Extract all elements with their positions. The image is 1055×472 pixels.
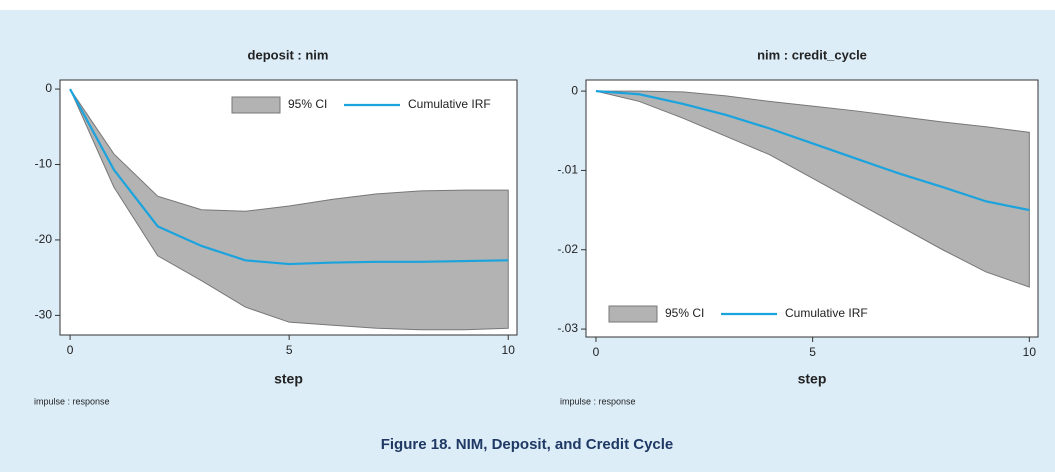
note: impulse : response — [34, 396, 110, 406]
x-tick-label: 0 — [593, 345, 600, 359]
y-tick-label: -30 — [35, 308, 53, 322]
x-tick-label: 10 — [502, 343, 516, 357]
figure-caption: Figure 18. NIM, Deposit, and Credit Cycl… — [381, 436, 674, 453]
ci-band — [69, 88, 509, 331]
chart-title: nim : credit_cycle — [757, 47, 867, 62]
y-tick-label: -10 — [35, 157, 53, 171]
legend-swatch — [231, 96, 281, 114]
irf-line — [595, 90, 1030, 212]
x-tick-label: 5 — [286, 343, 293, 357]
y-tick-label: -.03 — [557, 321, 578, 335]
x-tick-label: 0 — [67, 343, 74, 357]
note: impulse : response — [560, 396, 636, 406]
y-tick-label: -.01 — [557, 163, 578, 177]
y-tick-label: 0 — [45, 81, 52, 95]
x-axis-label: step — [798, 371, 827, 387]
legend-label: 95% CI — [288, 97, 327, 111]
x-tick-label: 5 — [809, 345, 816, 359]
irf-line — [69, 88, 509, 266]
legend-label: Cumulative IRF — [785, 306, 868, 320]
legend-swatch — [608, 305, 658, 323]
x-axis-label: step — [274, 371, 303, 387]
y-tick-label: -.02 — [557, 242, 578, 256]
legend-label: Cumulative IRF — [408, 97, 491, 111]
x-tick-label: 10 — [1023, 345, 1037, 359]
y-tick-label: 0 — [571, 83, 578, 97]
legend-label: 95% CI — [665, 306, 704, 320]
y-tick-label: -20 — [35, 232, 53, 246]
chart-title: deposit : nim — [248, 47, 329, 62]
